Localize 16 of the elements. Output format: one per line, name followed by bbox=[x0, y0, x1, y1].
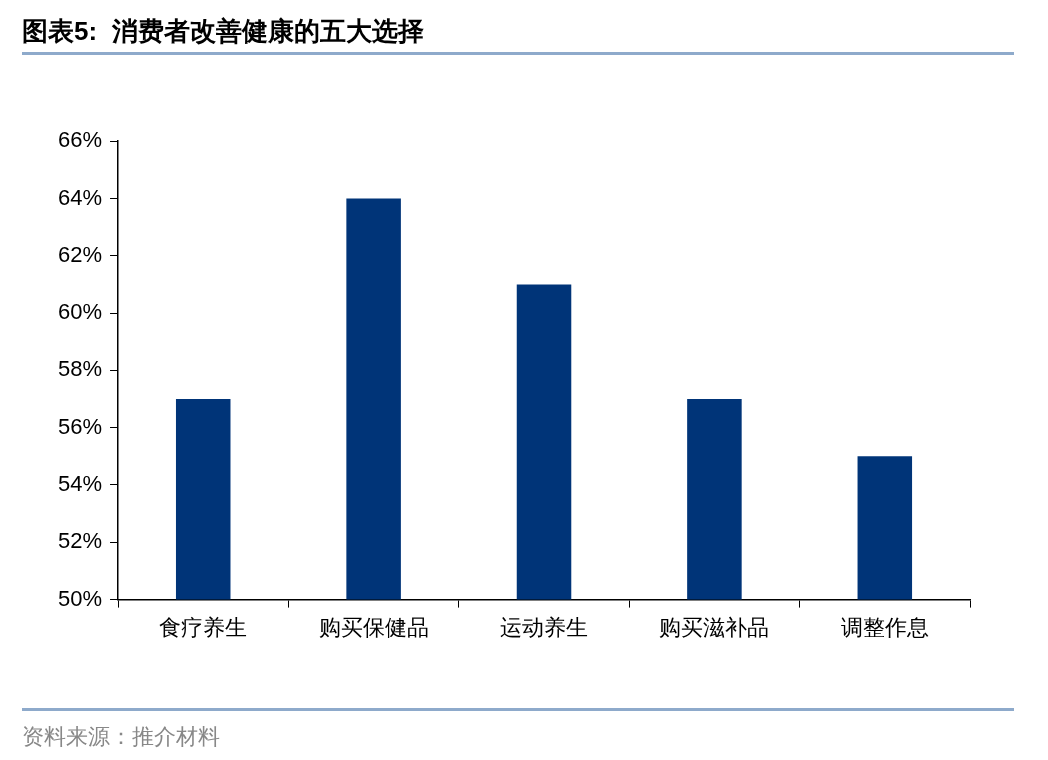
text: 资料来源：推介材料 bbox=[22, 723, 220, 751]
y-tick-label: 56% bbox=[57, 413, 103, 439]
y-tick-label: 66% bbox=[57, 127, 103, 153]
x-tick-label: 食疗养生 bbox=[159, 614, 248, 640]
y-tick-label: 60% bbox=[57, 299, 103, 325]
x-tick-label: 调整作息 bbox=[840, 614, 929, 640]
chart-title: 图表5: 消费者改善健康的五大选择 bbox=[22, 15, 424, 48]
x-tick-label: 购买滋补品 bbox=[659, 614, 770, 640]
x-tick-label: 购买保健品 bbox=[318, 614, 429, 640]
x-tick-label: 运动养生 bbox=[500, 614, 589, 640]
y-tick-label: 62% bbox=[57, 241, 103, 267]
y-tick-label: 52% bbox=[57, 528, 103, 554]
y-tick-label: 50% bbox=[57, 585, 103, 611]
y-tick-label: 58% bbox=[57, 356, 103, 382]
y-tick-label: 64% bbox=[57, 184, 103, 210]
y-tick-label: 54% bbox=[57, 471, 103, 497]
